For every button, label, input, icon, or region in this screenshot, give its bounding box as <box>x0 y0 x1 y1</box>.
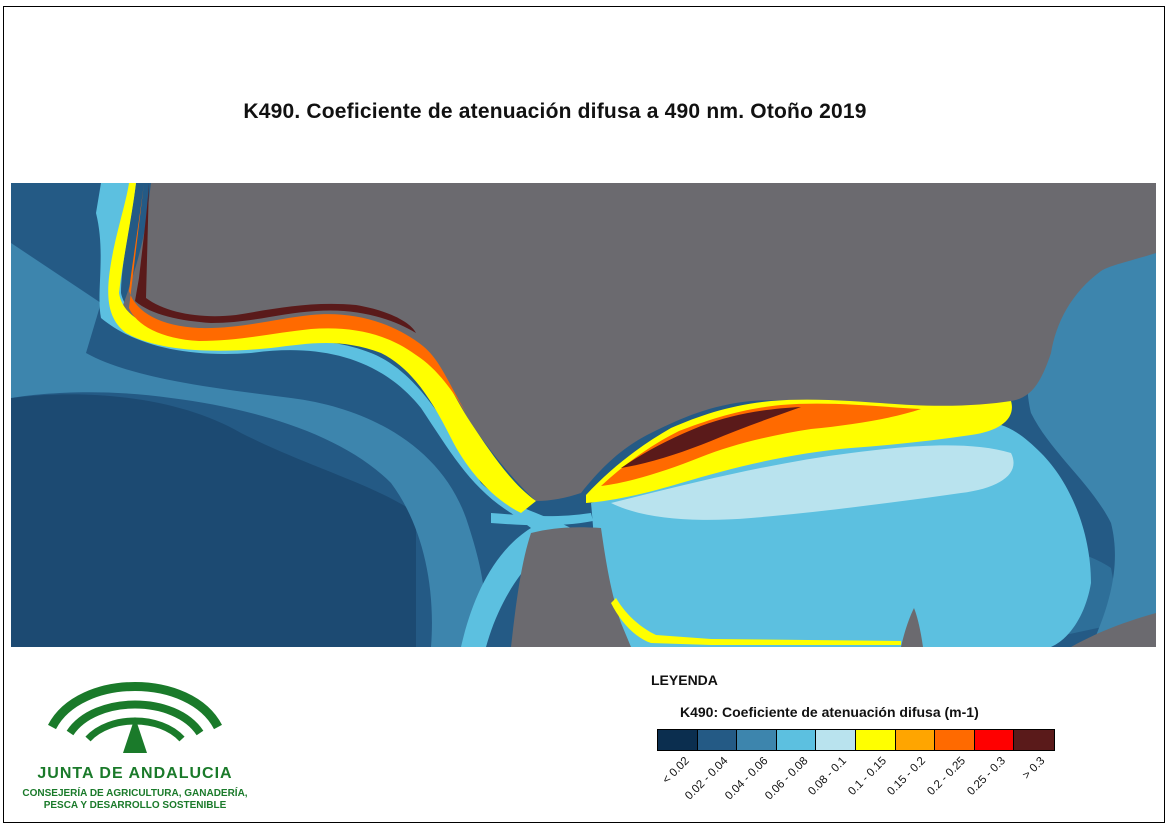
logo-subtitle-line1: CONSEJERÍA DE AGRICULTURA, GANADERÍA, <box>22 788 248 799</box>
land-africa <box>511 527 631 647</box>
legend-label: 0.15 - 0.2 <box>885 755 929 798</box>
strait-plume <box>491 513 593 526</box>
shelf-band-east <box>1027 253 1156 647</box>
legend-color-bar <box>657 729 1055 751</box>
legend-label: > 0.3 <box>1020 755 1048 782</box>
legend-swatch <box>855 730 896 750</box>
legend-label: 0.1 - 0.15 <box>846 755 889 798</box>
shelf-band-west <box>11 243 486 647</box>
land-iberia <box>121 183 1156 501</box>
turbid-dark-east <box>621 407 801 468</box>
land-africa-east <box>901 608 923 647</box>
k490-map <box>11 183 1156 647</box>
map-title: K490. Coeficiente de atenuación difusa a… <box>243 100 867 123</box>
legend-swatch <box>658 730 698 750</box>
legend-swatch <box>895 730 936 750</box>
legend-heading: LEYENDA <box>651 672 718 688</box>
legend-title: K490: Coeficiente de atenuación difusa (… <box>680 704 979 720</box>
legend-swatch <box>1014 730 1054 750</box>
legend-label: < 0.02 <box>660 755 692 787</box>
legend-label: 0.2 - 0.25 <box>925 755 969 798</box>
alboran-sea-pale <box>611 445 1014 520</box>
legend-label: 0.04 - 0.06 <box>723 755 771 803</box>
legend-swatch <box>697 730 738 750</box>
logo-arcs-icon <box>48 682 222 753</box>
legend-swatch <box>776 730 817 750</box>
legend-labels: < 0.02 0.02 - 0.04 0.04 - 0.06 0.06 - 0.08 0… <box>657 755 1057 815</box>
logo-name: JUNTA DE ANDALUCIA <box>37 765 233 782</box>
page-frame <box>3 6 1165 823</box>
logo-subtitle-line2: PESCA Y DESARROLLO SOSTENIBLE <box>43 800 227 811</box>
turbid-dark-west <box>135 183 416 333</box>
junta-andalucia-logo: JUNTA DE ANDALUCIA CONSEJERÍA DE AGRICUL… <box>20 665 250 820</box>
legend-swatch <box>974 730 1015 750</box>
turbid-fringe-east <box>586 399 1012 503</box>
legend-label: 0.08 - 0.1 <box>806 755 850 798</box>
legend-swatch <box>935 730 975 750</box>
turbid-core-east <box>601 403 921 486</box>
legend-swatch <box>737 730 777 750</box>
turbid-fringe-west <box>108 183 536 513</box>
legend-swatch <box>816 730 856 750</box>
land-africa-far-east <box>1071 613 1156 647</box>
logo-subtitle: CONSEJERÍA DE AGRICULTURA, GANADERÍA, PE… <box>20 788 250 812</box>
deep-sea-zone <box>11 394 416 647</box>
legend-label: 0.25 - 0.3 <box>964 755 1008 798</box>
